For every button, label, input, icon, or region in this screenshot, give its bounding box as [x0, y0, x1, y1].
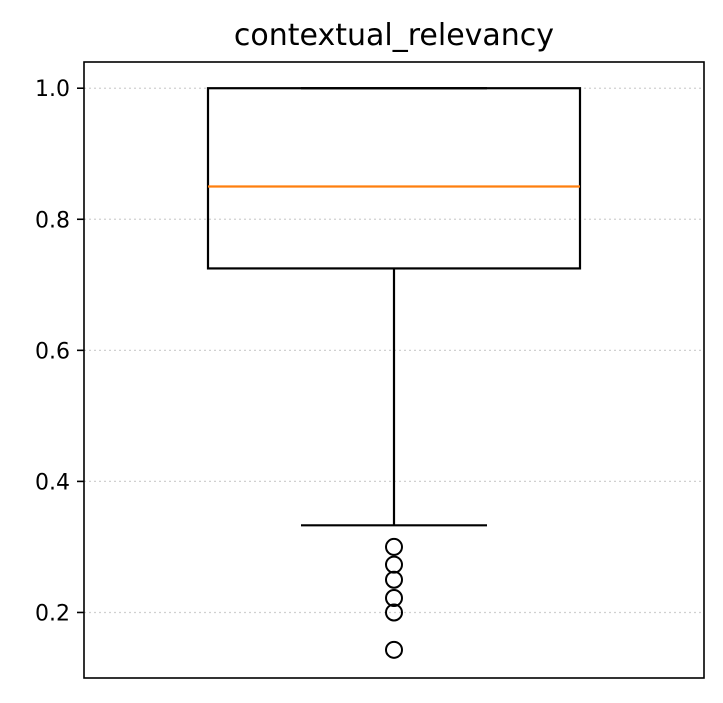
- y-axis: 0.2 0.4 0.6 0.8 1.0: [35, 77, 84, 626]
- outlier-point: [385, 640, 403, 659]
- outlier-point: [385, 570, 403, 589]
- y-tick-label: 0.4: [35, 470, 70, 495]
- chart-title: contextual_relevancy: [234, 18, 554, 53]
- plot-frame: [83, 61, 705, 679]
- y-tick-label: 0.2: [35, 601, 70, 626]
- outlier-point: [385, 555, 403, 574]
- y-tick-label: 1.0: [35, 77, 70, 102]
- outlier-point: [385, 537, 403, 556]
- box-plot: [206, 87, 582, 659]
- outlier-point: [385, 589, 403, 608]
- y-tick-label: 0.8: [35, 208, 70, 233]
- y-tick-label: 0.6: [35, 339, 70, 364]
- outlier-point: [385, 603, 403, 622]
- iqr-box: [206, 87, 582, 270]
